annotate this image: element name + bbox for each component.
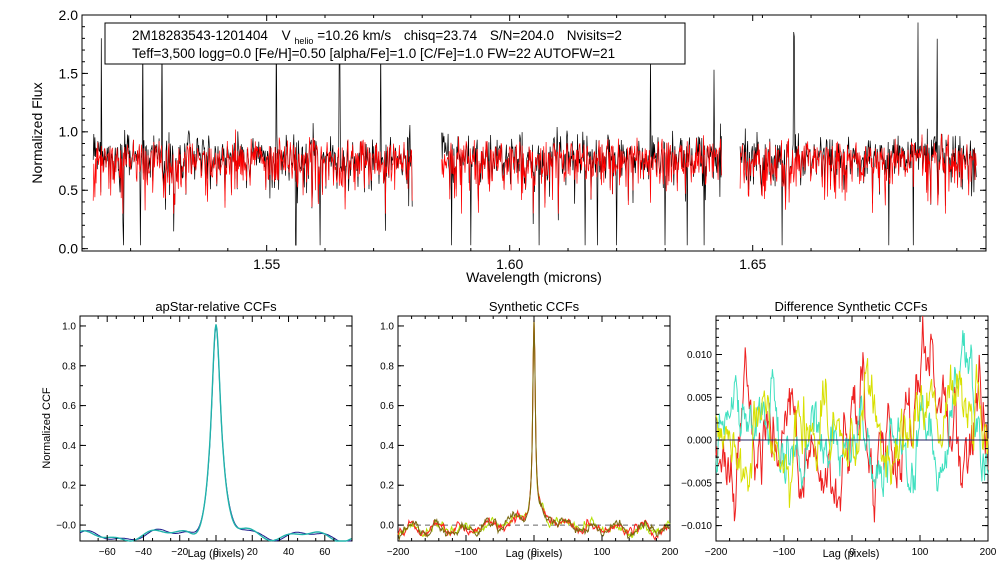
difference-ccf-series-2	[715, 330, 989, 497]
apstar-ccf-xtick-label: −20	[171, 547, 188, 558]
synthetic-spectrum-chip-1	[92, 129, 413, 214]
synthetic-ccf-plot-frame	[397, 315, 671, 542]
difference-ccf-xtick-label: −200	[705, 547, 728, 558]
spectrum-ylabel: Normalized Flux	[29, 82, 45, 183]
synthetic-ccf-series-1	[397, 320, 671, 539]
difference-ccf-tick-labels: −200 −100 0 100 200 −0.010 −0.005 0.000 0.005 0.0…	[681, 350, 997, 558]
difference-ccf-xtick-label: 100	[912, 547, 929, 558]
spectrum-ytick-label: 2.0	[59, 7, 79, 23]
snr-value: S/N=204.0	[490, 28, 554, 43]
annotation-line-2: Teff=3,500 logg=0.0 [Fe/H]=0.50 [alpha/F…	[132, 46, 615, 61]
spectrum-tick-labels: 1.55 1.60 1.65 0.0 0.5 1.0 1.5 2.0	[59, 7, 767, 272]
apstar-ccf-ticks	[79, 316, 353, 541]
apstar-ccf-title: apStar-relative CCFs	[155, 299, 277, 314]
vhelio-value: =10.26 km/s	[317, 28, 391, 43]
difference-ccf-title: Difference Synthetic CCFs	[775, 299, 928, 314]
synthetic-ccf-ticks	[397, 316, 671, 541]
apstar-ccf-ytick-label: 1.0	[62, 321, 76, 332]
synthetic-ccf-ytick-label: 0.8	[380, 361, 394, 372]
synthetic-ccf-xtick-label: 200	[662, 547, 679, 558]
spectrum-ytick-label: 0.0	[59, 241, 79, 257]
synthetic-ccf-ytick-label: 1.0	[380, 321, 394, 332]
synthetic-ccf-xtick-label: 0	[531, 547, 537, 558]
synthetic-ccf-xtick-label: −200	[387, 547, 410, 558]
apstar-ccf-xtick-label: −60	[99, 547, 116, 558]
difference-ccf-ytick-label: −0.010	[681, 521, 712, 532]
apstar-ccf-tick-labels: −60 −40 −20 0 20 40 60 −0.0 0.2 0.4 0.6 0.8 1.0	[56, 321, 331, 558]
synthetic-spectrum-chip-3	[739, 133, 977, 214]
synthetic-ccf-xlabel: Lag (pixels)	[506, 548, 563, 560]
apstar-ccf-plot-frame	[79, 315, 353, 542]
star-id: 2M18283543-1201404	[132, 28, 268, 43]
synthetic-ccf-xtick-label: 100	[594, 547, 611, 558]
synthetic-ccf-panel: Synthetic CCFs −200 −100 0 100 200 0.0 0.2 0.4 0…	[380, 299, 679, 560]
observed-spectrum-chip-1	[92, 23, 413, 246]
chisq-value: chisq=23.74	[404, 28, 478, 43]
difference-ccf-xtick-label: 200	[980, 547, 997, 558]
spectrum-xtick-label: 1.60	[496, 256, 523, 272]
difference-ccf-xlabel: Lag (pixels)	[823, 548, 880, 560]
synthetic-ccf-title: Synthetic CCFs	[489, 299, 580, 314]
synthetic-ccf-tick-labels: −200 −100 0 100 200 0.0 0.2 0.4 0.6 0.8 1.0	[380, 321, 679, 558]
apstar-ccf-panel: apStar-relative CCFs −60 −40 −20 0 20 40 60 −0.…	[41, 299, 353, 560]
difference-ccf-lines	[715, 315, 989, 523]
apstar-ccf-xtick-label: −40	[135, 547, 152, 558]
nvisits-value: Nvisits=2	[567, 28, 622, 43]
synthetic-spectrum-chip-2	[441, 135, 722, 214]
apstar-ccf-ytick-label: 0.6	[62, 401, 76, 412]
spectrum-xtick-label: 1.55	[253, 256, 280, 272]
difference-ccf-ytick-label: 0.005	[687, 393, 712, 404]
apstar-ccf-ytick-label: 0.8	[62, 361, 76, 372]
spectrum-xlabel: Wavelength (microns)	[466, 269, 602, 285]
apstar-ccf-lines	[79, 324, 353, 542]
apstar-ccf-series-2	[79, 324, 353, 542]
synthetic-ccf-lines	[397, 318, 671, 541]
difference-ccf-series-3	[715, 358, 989, 508]
spectrum-xtick-label: 1.65	[739, 256, 766, 272]
spectrum-ytick-label: 1.5	[59, 65, 79, 81]
synthetic-ccf-ytick-label: 0.0	[380, 521, 394, 532]
vhelio-subscript: helio	[294, 36, 313, 46]
vhelio-label: V	[282, 28, 291, 43]
spectrum-plot-frame	[81, 14, 987, 252]
difference-ccf-ytick-label: 0.000	[687, 436, 712, 447]
apstar-ccf-xtick-label: 20	[247, 547, 259, 558]
difference-ccf-ytick-label: −0.005	[681, 478, 712, 489]
apstar-ccf-xtick-label: 60	[319, 547, 331, 558]
synthetic-ccf-xtick-label: −100	[455, 547, 478, 558]
apstar-ccf-series-1	[79, 326, 353, 542]
difference-ccf-ytick-label: 0.010	[687, 350, 712, 361]
annotation-line-1: 2M18283543-1201404 V helio =10.26 km/s c…	[132, 28, 622, 47]
synthetic-ccf-ytick-label: 0.6	[380, 401, 394, 412]
apstar-ccf-ytick-label: −0.0	[56, 521, 76, 532]
apstar-ccf-ytick-label: 0.2	[62, 481, 76, 492]
difference-ccf-xtick-label: −100	[773, 547, 796, 558]
difference-ccf-ticks	[715, 316, 989, 541]
observed-spectrum-chip-3	[739, 22, 977, 246]
spectrum-ytick-label: 1.0	[59, 124, 79, 140]
difference-ccf-series-1	[715, 315, 989, 523]
difference-ccf-panel: Difference Synthetic CCFs −200 −100 0 100 20…	[681, 299, 997, 560]
synthetic-ccf-series-2	[397, 319, 670, 541]
synthetic-spectrum-line	[92, 129, 977, 214]
difference-ccf-xtick-label: 0	[849, 547, 855, 558]
synthetic-ccf-ytick-label: 0.2	[380, 481, 394, 492]
apstar-ccf-xtick-label: 0	[213, 547, 219, 558]
spectrum-panel: 1.55 1.60 1.65 0.0 0.5 1.0 1.5 2.0 2M18283543-1…	[29, 7, 987, 285]
synthetic-ccf-series-3	[397, 318, 671, 541]
synthetic-ccf-ytick-label: 0.4	[380, 441, 394, 452]
spectrum-ticks	[81, 14, 986, 251]
apstar-ccf-xtick-label: 40	[283, 547, 295, 558]
annotation-box	[104, 22, 686, 65]
apstar-ccf-ytick-label: 0.4	[62, 441, 76, 452]
spectrum-ytick-label: 0.5	[59, 182, 79, 198]
apstar-ccf-xlabel: Lag (pixels)	[188, 548, 245, 560]
apstar-ccf-ylabel: Normalized CCF	[41, 387, 53, 469]
